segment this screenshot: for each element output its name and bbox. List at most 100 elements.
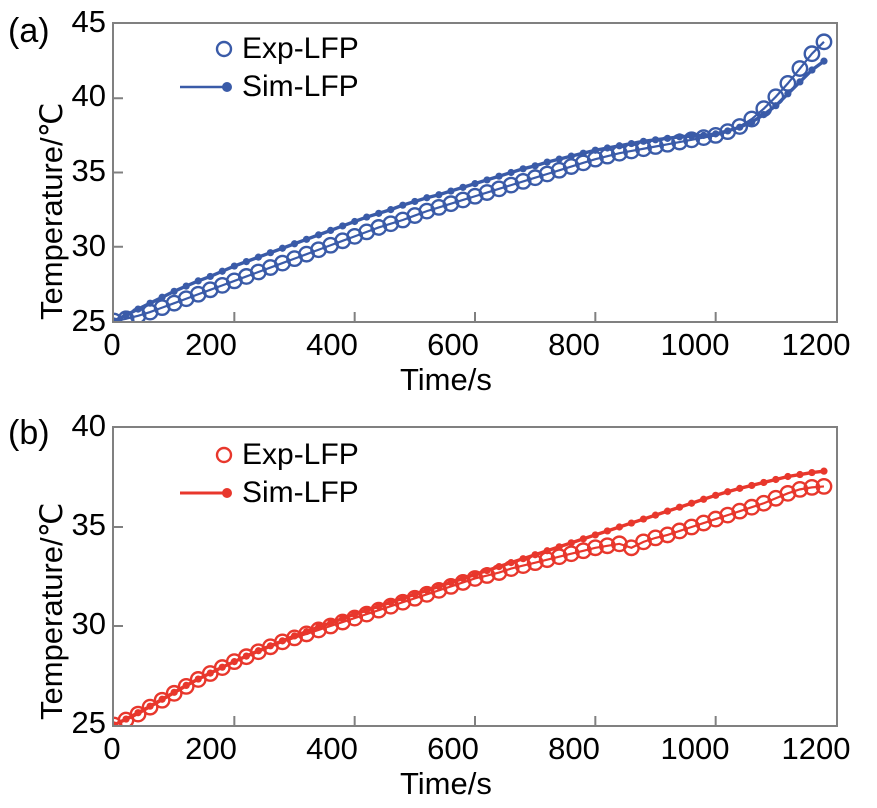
data-point [114, 721, 118, 725]
data-point [266, 249, 275, 257]
data-point [278, 244, 287, 252]
panel-a-xtick-400: 400 [306, 327, 358, 362]
data-point [651, 136, 660, 144]
data-point [387, 206, 395, 214]
panel-b-xtick-1200: 1200 [781, 731, 851, 766]
data-point [731, 118, 749, 135]
panel-b-xtick-200: 200 [185, 731, 237, 766]
data-point [700, 495, 708, 503]
data-point [555, 155, 563, 163]
data-point [663, 134, 672, 142]
data-point [351, 610, 359, 618]
data-point [218, 663, 226, 671]
data-point [177, 677, 195, 695]
data-point [435, 582, 443, 590]
data-point [302, 235, 311, 243]
panel-a-plot-area [112, 22, 838, 323]
data-point [242, 652, 250, 660]
data-point [459, 183, 467, 191]
data-point [815, 33, 833, 51]
data-point [375, 602, 383, 610]
data-point [579, 149, 587, 157]
data-point [784, 90, 792, 98]
data-point [182, 282, 190, 290]
data-point [736, 484, 744, 492]
data-point [423, 586, 431, 594]
data-point [531, 551, 539, 559]
data-point [820, 57, 828, 65]
panel-b-ytick-25: 25 [71, 705, 106, 740]
panel-a-ytick-40: 40 [71, 78, 106, 113]
data-point [507, 559, 515, 567]
data-point [375, 209, 383, 217]
panel-a-xtick-600: 600 [427, 327, 479, 362]
data-point [399, 201, 407, 209]
data-point [591, 146, 599, 154]
data-point [639, 515, 648, 523]
data-point [278, 637, 287, 645]
data-point [165, 684, 183, 702]
data-point [290, 632, 299, 640]
data-point [543, 158, 551, 166]
panel-a-legend-label-sim: Sim-LFP [242, 70, 359, 103]
data-point [555, 543, 563, 551]
data-point [170, 287, 178, 295]
panel-a-legend-item-exp: Exp-LFP [178, 30, 359, 68]
open-circle-icon [178, 30, 240, 68]
data-point [158, 293, 166, 301]
panel-a-ytick-45: 45 [71, 4, 106, 39]
data-point [724, 127, 732, 135]
data-point [736, 123, 744, 131]
data-point [327, 619, 335, 627]
data-point [242, 258, 250, 266]
data-point [724, 488, 732, 496]
panel-b-legend: Exp-LFP Sim-LFP [178, 436, 359, 512]
data-point [146, 299, 154, 307]
panel-a-x-axis-label: Time/s [400, 362, 492, 397]
data-point [495, 563, 503, 571]
data-point [314, 623, 323, 631]
panel-b-plot-area [112, 426, 838, 727]
data-point [675, 503, 684, 511]
data-point [760, 478, 768, 487]
data-point [627, 139, 636, 148]
data-point [627, 519, 636, 527]
data-point [603, 527, 611, 535]
data-point [519, 165, 527, 173]
data-point [194, 277, 202, 285]
data-point [748, 481, 756, 490]
data-point [712, 130, 720, 138]
panel-a-legend: Exp-LFP Sim-LFP [178, 30, 359, 106]
panel-b: (b) Temperature/℃ 40 35 30 25 0 200 400 … [0, 400, 877, 808]
data-point [615, 142, 623, 150]
panel-b-legend-item-exp: Exp-LFP [178, 436, 359, 474]
data-point [567, 539, 575, 547]
data-point [562, 545, 580, 563]
data-point [760, 110, 768, 119]
panel-a-ytick-25: 25 [71, 303, 106, 338]
line-dot-icon [178, 68, 240, 106]
panel-b-x-axis-label: Time/s [400, 766, 492, 801]
panel-b-xtick-600: 600 [427, 731, 479, 766]
data-point [290, 240, 299, 248]
open-circle-icon [178, 436, 240, 474]
data-point [598, 537, 616, 555]
data-point [808, 468, 816, 477]
panel-a-legend-item-sim: Sim-LFP [178, 68, 359, 106]
data-point [153, 691, 171, 709]
data-point [387, 598, 395, 606]
data-point [663, 507, 672, 515]
data-point [141, 698, 159, 716]
data-point [122, 311, 130, 319]
data-point [615, 523, 623, 531]
data-point [820, 467, 828, 475]
panel-b-xtick-800: 800 [548, 731, 600, 766]
data-point [254, 253, 262, 261]
data-point [543, 547, 551, 555]
data-point [447, 578, 455, 587]
data-point [688, 499, 696, 507]
panel-a-xtick-200: 200 [185, 327, 237, 362]
data-point [399, 594, 407, 602]
data-point [531, 162, 539, 170]
panel-a-label: (a) [8, 12, 50, 50]
